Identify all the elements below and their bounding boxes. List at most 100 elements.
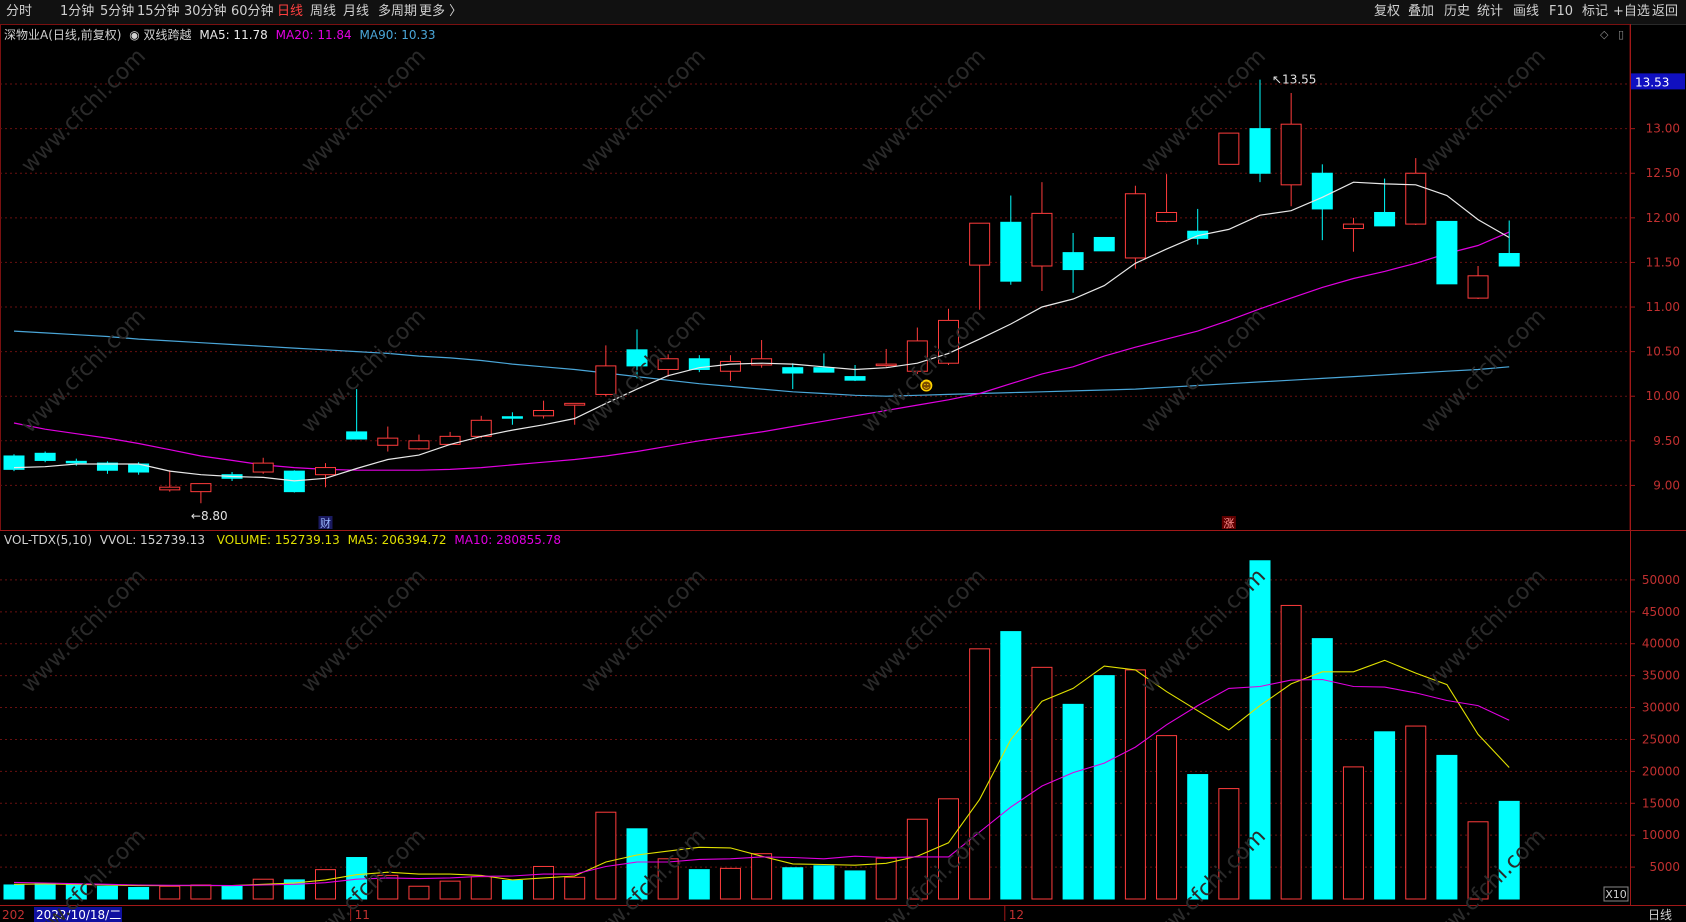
diamond-icon[interactable]: ◇	[1600, 28, 1609, 41]
volume-bar-26	[813, 865, 835, 900]
volume-bar-0	[3, 884, 25, 900]
volume-bar-19	[595, 811, 617, 900]
multiplier-box	[1603, 886, 1629, 902]
volume-tick-label-4: 25000	[1642, 732, 1680, 746]
candle-body-6	[190, 483, 212, 493]
month-label-0: 11	[355, 908, 370, 922]
candle-body-45	[1405, 172, 1427, 225]
price-tick-label-7: 12.50	[1646, 166, 1680, 180]
candle-body-13	[408, 440, 430, 450]
candle-body-10	[315, 467, 336, 476]
volume-tick-label-8: 45000	[1642, 605, 1680, 619]
volume-tick-label-5: 30000	[1642, 701, 1680, 715]
candle-body-11	[346, 431, 368, 440]
indicator-dot-icon: ◉	[129, 28, 140, 42]
period-tab-0[interactable]: 分时	[6, 4, 33, 19]
multiplier-label: X10	[1605, 888, 1627, 901]
event-marker-cai-bg	[318, 516, 333, 529]
action-button-0[interactable]: 复权	[1374, 4, 1401, 19]
watermark-0-2: www.cfchi.com	[577, 44, 711, 178]
candle-body-42	[1311, 172, 1333, 210]
volume-bar-4	[128, 887, 150, 900]
candle-body-34	[1062, 252, 1084, 271]
ma20-label: MA20: 11.84	[275, 28, 352, 42]
volume-bar-18	[564, 876, 586, 900]
candle-body-5	[159, 486, 181, 491]
candle-body-20	[626, 349, 648, 367]
candle-body-17	[533, 409, 555, 417]
candle-body-27	[844, 376, 866, 381]
smiley-face-icon: ☻	[921, 381, 931, 393]
vvol-label: VVOL: 152739.13	[99, 533, 205, 547]
event-marker-zhang-bg	[1221, 516, 1236, 529]
period-tab-6[interactable]: 日线	[277, 4, 304, 19]
action-button-8[interactable]: 返回	[1652, 4, 1679, 19]
candle-body-37	[1156, 211, 1178, 222]
candle-body-39	[1218, 132, 1240, 165]
volume-bar-16	[501, 879, 523, 900]
action-button-7[interactable]: +自选	[1613, 4, 1650, 19]
period-tab-4[interactable]: 30分钟	[184, 4, 227, 19]
volume-bar-24	[751, 853, 773, 900]
volume-bar-44	[1374, 731, 1396, 900]
action-button-4[interactable]: 画线	[1513, 4, 1540, 19]
watermark-2-5: www.cfchi.com	[1417, 564, 1551, 698]
volume-bar-3	[96, 885, 118, 900]
volume-bar-45	[1405, 725, 1427, 900]
action-button-6[interactable]: 标记	[1582, 4, 1609, 19]
price-info-bar: 深物业A(日线,前复权) ◉ 双线跨越 MA5: 11.78 MA20: 11.…	[4, 26, 436, 43]
watermark-1-3: www.cfchi.com	[857, 304, 991, 438]
period-tab-3[interactable]: 15分钟	[137, 4, 180, 19]
event-marker-zhang: 涨	[1223, 517, 1234, 530]
volume-bar-25	[782, 867, 804, 900]
volume-bar-13	[408, 885, 430, 900]
watermark-1-5: www.cfchi.com	[1417, 304, 1551, 438]
candle-body-33	[1031, 212, 1053, 267]
candle-body-31	[969, 222, 991, 266]
month-label-1: 12	[1009, 908, 1024, 922]
cursor-date-label: 2022/10/18/二	[36, 908, 121, 922]
period-toolbar: 分时 1分钟 5分钟 15分钟 30分钟 60分钟 日线 周线 月线 多周期 更多 〉 复权 叠加 历史…	[0, 0, 1686, 25]
smiley-icon	[920, 379, 933, 392]
current-price-tag-bg	[1631, 73, 1685, 90]
volume-tick-label-6: 35000	[1642, 669, 1680, 683]
price-panel-border	[0, 24, 1631, 531]
action-button-5[interactable]: F10	[1549, 4, 1574, 19]
indicator-name[interactable]: 双线跨越	[143, 28, 192, 42]
volume-bar-31	[969, 648, 991, 900]
volume-tick-label-9: 50000	[1642, 573, 1680, 587]
period-tab-5[interactable]: 60分钟	[231, 4, 274, 19]
stock-title[interactable]: 深物业A(日线,前复权)	[4, 28, 122, 42]
candle-body-18	[564, 402, 586, 406]
candle-body-1	[34, 452, 56, 461]
volume-bar-1	[34, 883, 56, 900]
volume-bar-28	[875, 857, 897, 900]
panel-controls: ◇ ▯	[1600, 28, 1624, 41]
action-button-1[interactable]: 叠加	[1408, 4, 1435, 19]
period-tab-8[interactable]: 月线	[343, 4, 370, 19]
expand-icon[interactable]: ▯	[1617, 28, 1625, 41]
volume-indicator-name[interactable]: VOL-TDX(5,10)	[4, 533, 93, 547]
price-tick-label-3: 10.50	[1646, 345, 1680, 359]
volume-bar-40	[1249, 560, 1271, 900]
period-tab-10[interactable]: 更多 〉	[419, 4, 463, 19]
cursor-date-bg	[34, 907, 122, 922]
action-button-3[interactable]: 统计	[1477, 4, 1504, 19]
volume-bar-22	[688, 869, 710, 900]
period-tab-9[interactable]: 多周期	[378, 4, 418, 19]
action-button-2[interactable]: 历史	[1444, 4, 1471, 19]
period-tab-1[interactable]: 1分钟	[60, 4, 95, 19]
volume-bar-12	[377, 874, 399, 900]
watermark-0-3: www.cfchi.com	[857, 44, 991, 178]
candle-body-0	[3, 455, 25, 470]
candle-body-26	[813, 367, 835, 373]
watermark-0-0: www.cfchi.com	[17, 44, 151, 178]
period-label: 日线	[1648, 908, 1672, 922]
period-tab-7[interactable]: 周线	[310, 4, 337, 19]
ma90-line	[13, 330, 1510, 397]
vol-ma10-label: MA10: 280855.78	[454, 533, 561, 547]
candle-body-35	[1093, 236, 1115, 252]
candle-body-41	[1280, 123, 1302, 186]
volume-bar-42	[1311, 638, 1333, 900]
period-tab-2[interactable]: 5分钟	[100, 4, 135, 19]
